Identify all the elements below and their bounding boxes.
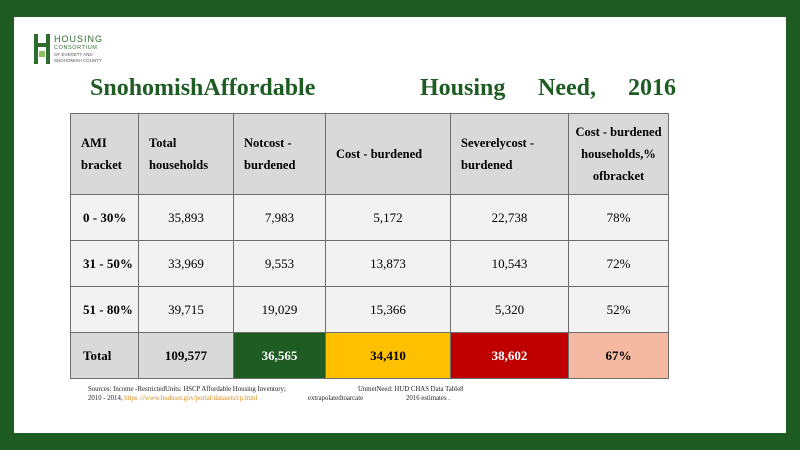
cell-total: 35,893: [138, 194, 234, 241]
sources-line-2: 2010 - 2014, https ://www.huduser.gov/po…: [88, 394, 508, 403]
cell-total-severe: 38,602: [450, 332, 569, 379]
cell-severe: 5,320: [450, 286, 569, 333]
house-logo-icon: [34, 34, 50, 64]
housing-consortium-logo: HOUSING CONSORTIUM OF EVERETT AND SNOHOM…: [34, 34, 104, 66]
sources-estimates: 2016 estimates .: [406, 385, 450, 403]
sources-note: Sources: Income -RestrictedUnits: HSCP A…: [88, 385, 508, 403]
cell-burdened: 15,366: [325, 286, 451, 333]
header-ami-bracket: AMI bracket: [70, 113, 139, 195]
cell-pct: 72%: [568, 240, 669, 287]
table-row: 31 - 50% 33,969 9,553 13,873 10,543 72%: [70, 240, 669, 287]
cell-total: 33,969: [138, 240, 234, 287]
cell-not-burdened: 7,983: [233, 194, 326, 241]
cell-pct: 52%: [568, 286, 669, 333]
cell-total-households: 109,577: [138, 332, 234, 379]
sources-unmet-need: UnmetNeed: HUD CHAS Data Table8 extrapol…: [308, 385, 463, 403]
page-title-part-1: SnohomishAffordable: [90, 75, 316, 101]
header-not-cost-burdened: Notcost - burdened: [233, 113, 326, 195]
cell-total: 39,715: [138, 286, 234, 333]
cell-severe: 22,738: [450, 194, 569, 241]
logo-text-consortium: CONSORTIUM: [54, 45, 98, 51]
cell-burdened: 13,873: [325, 240, 451, 287]
header-severely-cost-burdened: Severelycost - burdened: [450, 113, 569, 195]
cell-severe: 10,543: [450, 240, 569, 287]
logo-text-housing: HOUSING: [54, 34, 104, 44]
sources-unmet-line-1: UnmetNeed: HUD CHAS Data Table8: [358, 386, 464, 393]
cell-not-burdened: 9,553: [233, 240, 326, 287]
cell-total-pct: 67%: [568, 332, 669, 379]
cell-bracket: 51 - 80%: [70, 286, 139, 333]
cell-total-label: Total: [70, 332, 139, 379]
header-pct-of-bracket: Cost - burdened households,% ofbracket: [568, 113, 669, 195]
sources-link[interactable]: https ://www.huduser.gov/portal/datasets…: [124, 395, 258, 402]
cell-not-burdened: 19,029: [233, 286, 326, 333]
sources-line-1: Sources: Income -RestrictedUnits: HSCP A…: [88, 386, 286, 393]
cell-bracket: 31 - 50%: [70, 240, 139, 287]
cell-burdened: 5,172: [325, 194, 451, 241]
sources-years: 2010 - 2014,: [88, 395, 123, 402]
affordable-housing-table: AMI bracket Total households Notcost - b…: [70, 113, 669, 379]
page-title-part-2: Housing: [420, 75, 506, 101]
page-title-part-4: 2016: [628, 75, 676, 101]
table-total-row: Total 109,577 36,565 34,410 38,602 67%: [70, 332, 669, 379]
cell-total-burdened: 34,410: [325, 332, 451, 379]
cell-pct: 78%: [568, 194, 669, 241]
table-row: 0 - 30% 35,893 7,983 5,172 22,738 78%: [70, 194, 669, 241]
header-cost-burdened: Cost - burdened: [325, 113, 451, 195]
logo-text-everett: OF EVERETT AND: [54, 52, 93, 57]
logo-text-county: SNOHOMISH COUNTY: [54, 58, 103, 63]
sources-estimates-line: 2016 estimates .: [406, 395, 450, 402]
sources-unmet-line-2: extrapolatedtoarcate: [308, 395, 364, 402]
table-header-row: AMI bracket Total households Notcost - b…: [70, 113, 669, 195]
cell-bracket: 0 - 30%: [70, 194, 139, 241]
header-total-households: Total households: [138, 113, 234, 195]
table-row: 51 - 80% 39,715 19,029 15,366 5,320 52%: [70, 286, 669, 333]
cell-total-not-burdened: 36,565: [233, 332, 326, 379]
page-title-part-3: Need,: [538, 75, 596, 101]
